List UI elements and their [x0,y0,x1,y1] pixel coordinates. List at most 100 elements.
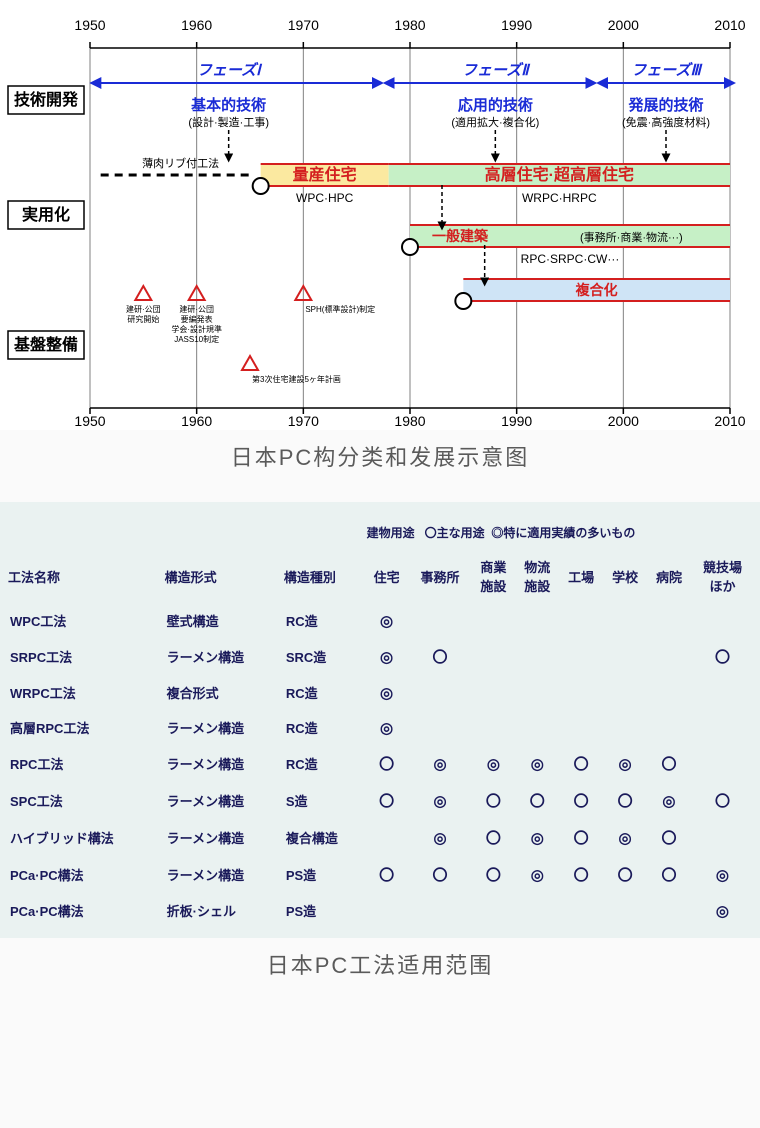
method-name: SRPC工法 [6,638,163,675]
applicability-cell [647,638,691,675]
svg-text:1990: 1990 [501,413,532,429]
svg-text:一般建築: 一般建築 [432,228,489,244]
structure-kind: RC造 [282,675,365,710]
applicability-cell [515,603,559,638]
applicability-cell: ◎ [409,782,472,819]
applicability-cell [515,638,559,675]
svg-text:2000: 2000 [608,413,639,429]
table-row: RPC工法ラーメン構造RC造〇◎◎◎〇◎〇 [6,745,754,782]
svg-text:高層住宅·超高層住宅: 高層住宅·超高層住宅 [485,165,634,184]
svg-text:(適用拡大·複合化): (適用拡大·複合化) [451,115,539,129]
structure-kind: S造 [282,782,365,819]
method-name: WRPC工法 [6,675,163,710]
applicability-cell: 〇 [471,856,515,893]
applicability-cell: 〇 [647,745,691,782]
table-row: WPC工法壁式構造RC造◎ [6,603,754,638]
applicability-cell: 〇 [691,638,754,675]
table-row: 高層RPC工法ラーメン構造RC造◎ [6,710,754,745]
svg-text:2010: 2010 [714,17,745,33]
applicability-cell [409,675,472,710]
applicability-cell [647,893,691,928]
svg-text:1970: 1970 [288,413,319,429]
method-name: ハイブリッド構法 [6,819,163,856]
svg-text:1960: 1960 [181,17,212,33]
svg-text:1980: 1980 [394,413,425,429]
applicability-cell: 〇 [559,856,603,893]
table-row: PCa·PC構法折板·シェルPS造◎ [6,893,754,928]
applicability-cell [691,745,754,782]
svg-text:1950: 1950 [74,17,105,33]
applicability-cell: 〇 [471,782,515,819]
structure-kind: PS造 [282,856,365,893]
method-name: PCa·PC構法 [6,893,163,928]
applicability-cell: 〇 [365,856,409,893]
timeline-caption: 日本PC构分类和发展示意图 [0,430,760,502]
table-row: SPC工法ラーメン構造S造〇◎〇〇〇〇◎〇 [6,782,754,819]
svg-text:WRPC·HRPC: WRPC·HRPC [522,191,597,205]
col-header: 構造形式 [163,549,282,603]
structure-form: ラーメン構造 [163,782,282,819]
legend-title: 建物用途 [367,526,415,540]
applicability-cell: 〇 [365,782,409,819]
applicability-cell [691,819,754,856]
svg-text:1990: 1990 [501,17,532,33]
svg-text:1970: 1970 [288,17,319,33]
applicability-cell [471,893,515,928]
svg-text:2010: 2010 [714,413,745,429]
applicability-cell [647,675,691,710]
svg-text:JASS10制定: JASS10制定 [174,334,219,344]
applicability-cell [365,893,409,928]
structure-kind: RC造 [282,745,365,782]
applicability-cell [559,710,603,745]
applicability-cell: ◎ [365,710,409,745]
svg-text:技術開発: 技術開発 [14,90,79,109]
use-col-header: 競技場ほか [691,549,754,603]
svg-text:量産住宅: 量産住宅 [293,165,357,184]
applicability-cell: 〇 [515,782,559,819]
applicability-cell [515,710,559,745]
use-col-header: 物流施設 [515,549,559,603]
structure-kind: SRC造 [282,638,365,675]
applicability-cell: 〇 [691,782,754,819]
applicability-cell [603,710,647,745]
structure-form: 折板·シェル [163,893,282,928]
svg-text:薄肉リブ付工法: 薄肉リブ付工法 [142,156,219,170]
structure-form: ラーメン構造 [163,638,282,675]
col-header: 構造種別 [282,549,365,603]
svg-text:建研·公団: 建研·公団 [179,304,214,314]
svg-text:建研·公団: 建研·公団 [126,304,161,314]
legend-main: 〇主な用途 [425,526,485,540]
svg-text:複合化: 複合化 [575,282,618,298]
table-row: ハイブリッド構法ラーメン構造複合構造◎〇◎〇◎〇 [6,819,754,856]
applicability-cell [515,893,559,928]
applicability-cell [471,603,515,638]
structure-form: ラーメン構造 [163,856,282,893]
applicability-cell [471,675,515,710]
col-header: 工法名称 [6,549,163,603]
method-name: PCa·PC構法 [6,856,163,893]
applicability-cell: 〇 [471,819,515,856]
svg-text:基盤整備: 基盤整備 [13,335,78,354]
svg-text:要編発表: 要編発表 [181,314,213,324]
svg-text:フェーズⅡ: フェーズⅡ [462,61,531,79]
svg-text:第3次住宅建設5ヶ年計画: 第3次住宅建設5ヶ年計画 [252,374,341,384]
legend-special: ◎特に適用実績の多いもの [491,526,635,540]
table-row: SRPC工法ラーメン構造SRC造◎〇〇 [6,638,754,675]
applicability-cell [515,675,559,710]
applicability-cell: 〇 [647,819,691,856]
structure-kind: PS造 [282,893,365,928]
structure-form: 壁式構造 [163,603,282,638]
svg-text:WPC·HPC: WPC·HPC [296,191,354,205]
applicability-cell: ◎ [365,603,409,638]
use-col-header: 商業施設 [471,549,515,603]
applicability-cell [559,675,603,710]
timeline-diagram: 1950195019601960197019701980198019901990… [0,0,760,430]
svg-text:(事務所·商業·物流···): (事務所·商業·物流···) [580,230,683,244]
use-col-header: 病院 [647,549,691,603]
use-col-header: 学校 [603,549,647,603]
svg-text:応用的技術: 応用的技術 [458,96,533,114]
structure-kind: RC造 [282,603,365,638]
applicability-cell: ◎ [691,856,754,893]
applicability-cell: 〇 [409,638,472,675]
applicability-cell: 〇 [559,819,603,856]
